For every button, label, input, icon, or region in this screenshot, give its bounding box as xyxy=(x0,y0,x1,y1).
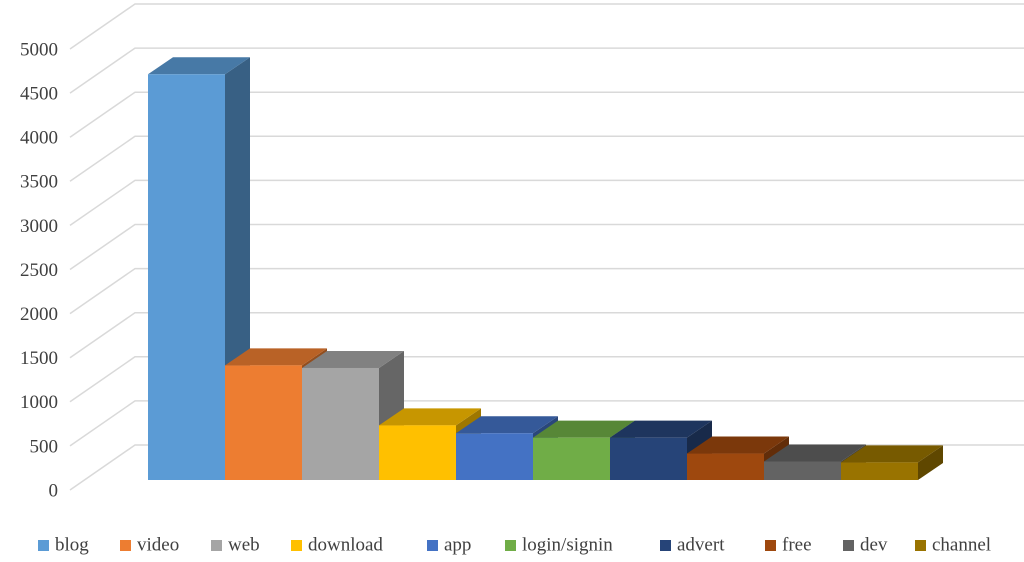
bar xyxy=(764,461,841,480)
legend-label: web xyxy=(228,534,260,555)
legend-label: blog xyxy=(55,534,89,555)
y-tick-label: 4500 xyxy=(20,83,58,104)
grid-line xyxy=(69,267,1024,315)
legend-label: video xyxy=(137,534,179,555)
grid-line xyxy=(69,400,1024,447)
legend-swatch xyxy=(765,540,776,551)
grid-line xyxy=(69,179,1024,227)
legend-label: free xyxy=(782,534,812,555)
legend-swatch xyxy=(915,540,926,551)
legend-label: app xyxy=(444,534,471,555)
y-tick-label: 1500 xyxy=(20,348,58,369)
legend-swatch xyxy=(427,540,438,551)
y-tick-label: 2500 xyxy=(20,260,58,281)
bar-top xyxy=(841,445,943,463)
legend-label: advert xyxy=(677,534,725,555)
y-tick-label: 500 xyxy=(30,436,59,457)
y-tick-label: 4000 xyxy=(20,128,58,149)
bar-top xyxy=(302,350,404,368)
legend-swatch xyxy=(211,540,222,551)
grid-line xyxy=(69,135,1024,182)
bar-top xyxy=(225,348,327,366)
legend-label: download xyxy=(308,534,383,555)
grid-line xyxy=(69,3,1024,50)
bar xyxy=(533,437,610,480)
bar-top xyxy=(148,57,250,75)
y-tick-label: 0 xyxy=(49,480,59,501)
legend-label: dev xyxy=(860,534,888,555)
legend-swatch xyxy=(291,540,302,551)
legend-swatch xyxy=(843,540,854,551)
legend-swatch xyxy=(38,540,49,551)
bar xyxy=(379,425,456,480)
bar xyxy=(456,433,533,480)
bar xyxy=(148,74,225,480)
legend-label: login/signin xyxy=(522,534,613,555)
bar-top xyxy=(764,444,866,462)
y-tick-label: 1000 xyxy=(20,392,58,413)
bar-top xyxy=(687,436,789,454)
grid-line xyxy=(69,223,1024,271)
grid-line xyxy=(69,311,1024,359)
bar-top xyxy=(533,420,635,438)
grid-line xyxy=(69,47,1024,94)
bar xyxy=(841,462,918,480)
bar-side xyxy=(918,445,943,480)
grid-line xyxy=(69,356,1024,403)
bar xyxy=(610,437,687,480)
legend-swatch xyxy=(120,540,131,551)
y-tick-label: 5000 xyxy=(20,39,58,60)
y-tick-label: 3500 xyxy=(20,172,58,193)
bar xyxy=(687,453,764,480)
grid-line xyxy=(69,91,1024,138)
legend-label: channel xyxy=(932,534,991,555)
y-tick-label: 3000 xyxy=(20,216,58,237)
y-tick-label: 2000 xyxy=(20,304,58,325)
bar xyxy=(302,367,379,480)
bar-top xyxy=(456,416,558,434)
legend-swatch xyxy=(505,540,516,551)
bar-top xyxy=(610,420,712,438)
bar-top xyxy=(379,408,481,426)
legend-swatch xyxy=(660,540,671,551)
bar xyxy=(225,365,302,480)
